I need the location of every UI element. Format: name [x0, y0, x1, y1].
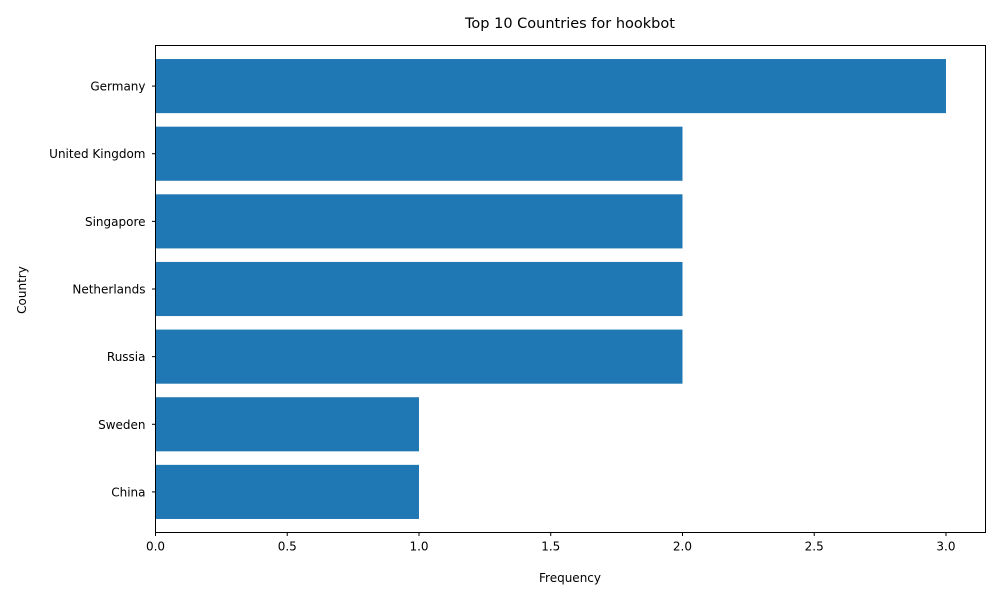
x-tick-label: 0.0 — [146, 540, 165, 554]
bar-singapore — [155, 194, 683, 249]
y-tick-label: Sweden — [98, 418, 145, 432]
y-axis-title: Country — [15, 266, 29, 314]
chart-title: Top 10 Countries for hookbot — [464, 16, 675, 32]
y-tick-label: Singapore — [85, 215, 146, 229]
x-tick-label: 2.0 — [673, 540, 692, 554]
y-axis-ticks: China Sweden Russia Netherlands Singapore Uni… — [49, 80, 156, 499]
bar-germany — [155, 59, 946, 114]
y-tick-label: Netherlands — [72, 283, 145, 297]
x-tick-label: 0.5 — [278, 540, 297, 554]
bar-united-kingdom — [155, 126, 683, 181]
y-tick-label: Germany — [90, 80, 145, 94]
x-tick-label: 2.5 — [805, 540, 824, 554]
bar-russia — [155, 329, 683, 384]
x-tick-label: 1.5 — [541, 540, 560, 554]
axes-frame — [155, 45, 986, 533]
y-tick-label: China — [111, 485, 145, 499]
y-tick-label: United Kingdom — [49, 147, 145, 161]
bar-sweden — [155, 397, 419, 452]
bar-netherlands — [155, 261, 683, 317]
x-tick-label: 3.0 — [936, 540, 955, 554]
bar-china — [155, 464, 419, 519]
y-tick-label: Russia — [107, 350, 146, 364]
bars-group — [155, 59, 946, 519]
x-axis-ticks: 0.0 0.5 1.0 1.5 2.0 2.5 3.0 — [146, 532, 956, 554]
x-tick-label: 1.0 — [409, 540, 428, 554]
x-axis-title: Frequency — [539, 571, 601, 585]
